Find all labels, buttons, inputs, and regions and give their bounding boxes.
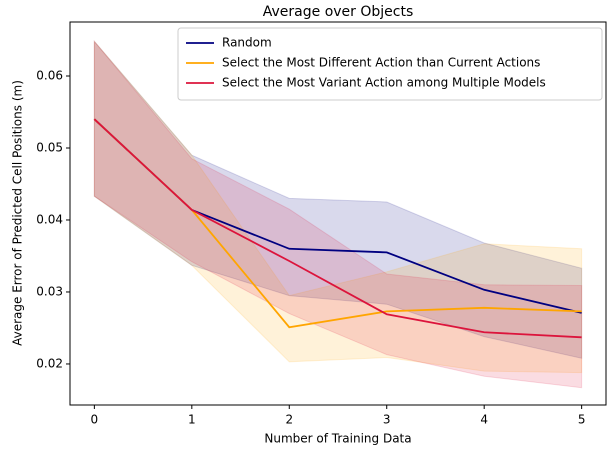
x-tick-label: 5	[578, 413, 586, 427]
x-tick-label: 1	[188, 413, 196, 427]
series-line	[93, 118, 582, 339]
plot-frame	[69, 21, 607, 406]
y-tick-label: 0.03	[36, 284, 63, 298]
y-tick-label: 0.05	[36, 140, 63, 154]
x-tick-label: 3	[383, 413, 391, 427]
y-axis-label: Average Error of Predicted Cell Position…	[11, 80, 25, 346]
legend-label: Select the Most Variant Action among Mul…	[222, 76, 546, 90]
confidence-band	[93, 40, 583, 374]
y-tick-label: 0.02	[36, 356, 63, 370]
x-tick-label: 2	[285, 413, 293, 427]
x-tick-label: 0	[91, 413, 99, 427]
x-tick-label: 4	[480, 413, 488, 427]
x-axis-label: Number of Training Data	[264, 432, 411, 446]
confidence-band	[93, 40, 583, 389]
legend-label: Random	[222, 36, 272, 50]
chart-title: Average over Objects	[263, 4, 414, 20]
y-tick-label: 0.04	[36, 212, 63, 226]
y-tick-label: 0.06	[36, 68, 63, 82]
legend-box	[177, 27, 603, 101]
confidence-band	[93, 40, 583, 359]
legend-label: Select the Most Different Action than Cu…	[222, 56, 540, 70]
